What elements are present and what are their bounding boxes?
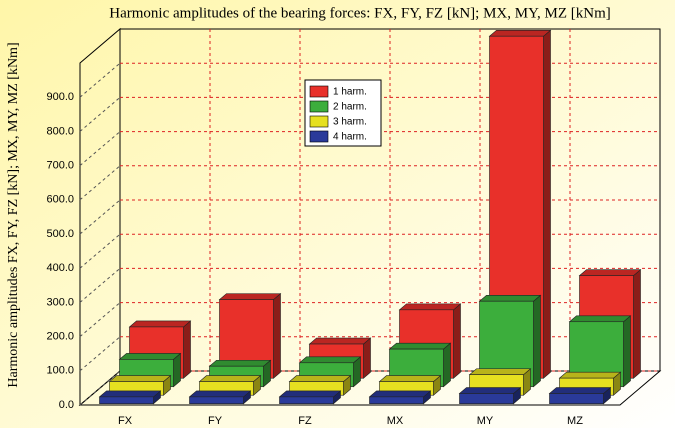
legend-swatch	[309, 85, 329, 98]
grid-line	[79, 370, 121, 406]
y-tick-label: 400.0	[46, 262, 74, 274]
bar-top	[368, 390, 432, 398]
legend-swatch	[309, 130, 329, 143]
bar-face	[279, 396, 334, 405]
bar-side	[453, 303, 461, 379]
y-tick-label: 900.0	[46, 91, 74, 103]
y-tick-label: 100.0	[46, 365, 74, 377]
x-tick-label: FX	[118, 415, 133, 427]
bar-top	[98, 390, 162, 398]
bar-side	[533, 294, 541, 388]
legend-label: 1 harm.	[333, 87, 367, 98]
bar-top	[278, 390, 342, 398]
bar-top	[388, 342, 452, 350]
bar-top	[118, 353, 182, 360]
grid-line	[79, 336, 121, 372]
bar-top	[568, 315, 632, 323]
grid-line	[79, 131, 121, 166]
bar-top	[478, 294, 542, 302]
bar-top	[208, 359, 272, 367]
x-tick-label: FZ	[298, 415, 312, 427]
bar-top	[188, 390, 252, 398]
bar-side	[273, 292, 281, 379]
y-tick-label: 700.0	[46, 160, 74, 172]
bar-top	[558, 371, 622, 379]
bar-top	[458, 387, 522, 394]
x-tick-label: MZ	[567, 415, 583, 427]
bar	[368, 390, 432, 405]
bar-top	[378, 375, 442, 382]
bar-face	[99, 396, 154, 405]
x-tick-label: MX	[387, 415, 404, 427]
bar-top	[578, 269, 642, 276]
bar-top	[288, 375, 352, 382]
grid-line	[79, 302, 121, 337]
bar-face	[459, 393, 514, 405]
bar-face	[549, 393, 604, 405]
bar-side	[623, 315, 631, 388]
bar-top	[468, 368, 532, 376]
bar	[98, 390, 162, 405]
y-tick-label: 300.0	[46, 296, 74, 308]
legend-swatch	[309, 100, 329, 113]
grid-line	[79, 233, 121, 269]
legend-label: 4 harm.	[333, 132, 367, 143]
x-tick-label: FY	[208, 415, 223, 427]
bar-side	[183, 320, 191, 379]
grid-line	[79, 165, 121, 201]
bar-top	[548, 387, 612, 394]
y-tick-label: 600.0	[46, 194, 74, 206]
bar	[188, 390, 252, 405]
bar-side	[363, 337, 371, 379]
legend-label: 3 harm.	[333, 117, 367, 128]
y-tick-label: 0.0	[59, 399, 74, 411]
bar-face	[189, 396, 244, 405]
bar-side	[443, 342, 451, 388]
legend-label: 2 harm.	[333, 102, 367, 113]
bar-side	[543, 29, 551, 379]
bar-top	[128, 320, 192, 328]
bar	[278, 390, 342, 405]
bar-top	[298, 356, 362, 364]
bar	[548, 386, 612, 405]
bar-top	[198, 375, 262, 382]
bar-top	[108, 375, 172, 382]
legend-swatch	[309, 115, 329, 128]
bar-top	[308, 337, 372, 345]
y-tick-label: 800.0	[46, 125, 74, 137]
bar-top	[488, 29, 552, 37]
bar-face	[369, 396, 424, 405]
y-tick-label: 200.0	[46, 331, 74, 343]
x-tick-label: MY	[477, 415, 494, 427]
y-axis-label: Harmonic amplitudes FX, FY, FZ [kN]; MX,…	[6, 42, 21, 387]
y-tick-label: 500.0	[46, 228, 74, 240]
grid-line	[79, 62, 121, 98]
plot: 0.0 100.0 200.0 300.0 400.0 500.0 600.0 700.0 80…	[46, 27, 662, 427]
bar-top	[398, 303, 462, 311]
grid-line	[79, 97, 121, 132]
bar	[458, 386, 522, 405]
grid-line	[79, 268, 121, 303]
bar-side	[633, 269, 641, 379]
bar-top	[218, 293, 282, 300]
chart-title: Harmonic amplitudes of the bearing force…	[109, 5, 610, 21]
floor	[78, 370, 662, 406]
grid-line	[79, 199, 121, 235]
